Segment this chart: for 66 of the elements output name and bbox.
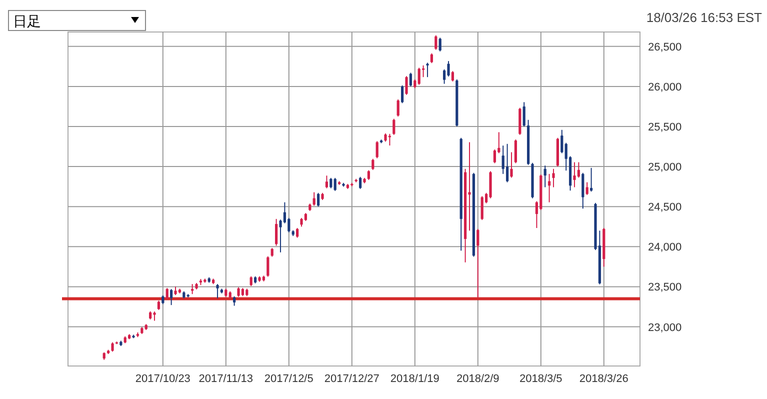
y-tick-label: 26,500 [648,41,682,54]
candlestick [396,98,400,117]
y-tick-label: 26,000 [648,81,682,94]
candlestick [476,228,480,298]
candlestick [334,177,336,192]
candlestick [514,138,517,164]
y-tick-label: 25,000 [648,162,682,174]
text: 日足 [13,13,41,29]
candlestick [376,140,378,159]
candlestick [426,62,429,78]
candlestick [275,218,278,246]
candlestick [510,152,513,178]
candlestick [480,196,484,220]
y-tick-label: 23,500 [648,282,682,294]
x-tick-label: 2017/12/27 [324,373,380,385]
candlestick [552,168,555,188]
y-tick-label: 25,500 [648,122,682,134]
candlestick [312,192,316,206]
candlestick [438,37,442,52]
candlestick [582,172,584,210]
candlestick [266,256,270,278]
candlestick [237,286,240,298]
text: 18/03/26 16:53 EST [646,10,762,25]
candlestick [430,52,433,64]
candlestick [372,158,374,170]
candlestick [400,84,404,104]
candlestick [157,300,160,310]
candlestick [493,149,496,164]
candlestick [233,296,236,306]
candlestick [548,173,551,203]
y-tick-label: 24,500 [648,202,682,214]
x-tick-label: 2018/3/5 [519,373,562,385]
candlestick [573,162,576,188]
candlestick [586,182,588,196]
x-tick-label: 2018/2/9 [456,373,500,385]
candlestick [111,342,114,352]
candlestick [317,192,320,208]
candlestick [330,177,332,189]
y-tick-label: 24,000 [648,242,682,254]
candlestick [216,284,219,299]
candlestick [325,175,328,189]
x-tick-label: 2017/12/5 [264,373,314,385]
candlestick [405,76,408,96]
candlestick [451,70,454,82]
candlestick [447,60,450,77]
candlestick [418,67,420,86]
candlestick [434,34,438,50]
candlestick [409,72,412,87]
candlestick [170,288,173,306]
x-tick-label: 2018/1/19 [390,373,440,385]
candlestick [560,129,564,154]
candlestick [153,311,156,322]
candlestick [250,276,252,287]
candlestick [166,288,168,300]
candlestick [296,227,299,238]
candlestick [522,102,526,128]
candlestick [506,143,509,183]
candlestick [392,118,396,136]
candlestick [359,176,362,190]
candlestick [544,165,546,188]
x-tick-label: 2017/11/13 [198,373,254,385]
y-tick-label: 23,000 [648,322,682,334]
x-tick-label: 2018/3/26 [579,373,628,385]
candlestick [367,170,370,180]
candlestick [577,162,580,178]
x-tick-label: 2017/10/23 [135,373,190,385]
